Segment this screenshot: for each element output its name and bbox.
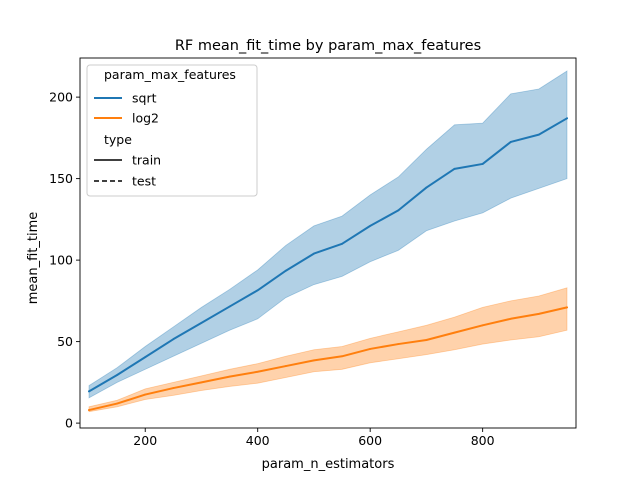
data-point-sqrt: [256, 289, 259, 292]
data-point-log2: [313, 359, 315, 362]
x-tick-label: 400: [246, 433, 270, 448]
y-axis-label: mean_fit_time: [26, 212, 41, 305]
data-point-log2: [88, 409, 90, 411]
chart-title: RF mean_fit_time by param_max_features: [175, 38, 481, 54]
data-point-log2: [172, 387, 175, 389]
data-point-sqrt: [537, 133, 540, 136]
data-point-sqrt: [144, 356, 147, 358]
series-line-sqrt: [87, 117, 569, 393]
data-point-sqrt: [397, 209, 400, 212]
y-tick-label: 200: [49, 90, 73, 105]
legend-label-train: train: [132, 153, 161, 168]
confidence-band-sqrt: [88, 70, 568, 399]
x-tick-label: 800: [471, 433, 495, 448]
data-point-log2: [509, 317, 512, 320]
legend-label-sqrt: sqrt: [132, 91, 157, 106]
data-point-sqrt: [453, 167, 456, 170]
data-point-sqrt: [481, 163, 484, 165]
data-point-log2: [284, 365, 287, 367]
data-point-sqrt: [88, 390, 90, 393]
data-point-sqrt: [509, 141, 512, 143]
x-axis-label: param_n_estimators: [262, 457, 395, 472]
data-point-log2: [481, 324, 484, 327]
y-tick-label: 150: [49, 171, 73, 186]
data-point-log2: [369, 348, 372, 350]
data-point-sqrt: [341, 242, 343, 245]
axes: 200 400 600 800 0 50 100 150 200: [49, 57, 577, 448]
data-point-log2: [116, 402, 119, 405]
data-point-sqrt: [116, 374, 119, 376]
data-point-log2: [453, 331, 456, 334]
x-tick-label: 200: [133, 433, 157, 448]
y-tick-label: 100: [49, 253, 73, 268]
legend-hue-title: param_max_features: [104, 67, 236, 82]
legend-style-title: type: [104, 132, 132, 147]
data-point-sqrt: [228, 305, 231, 308]
data-point-log2: [566, 306, 568, 309]
axes-frame: [79, 57, 577, 429]
y-tick-label: 0: [65, 416, 73, 431]
data-point-log2: [144, 393, 147, 396]
data-point-sqrt: [369, 224, 372, 227]
data-point-log2: [537, 313, 540, 315]
data-point-sqrt: [172, 338, 175, 341]
x-tick-label: 600: [358, 433, 382, 448]
data-point-sqrt: [284, 269, 287, 272]
data-point-log2: [228, 375, 231, 378]
data-point-log2: [256, 370, 259, 373]
data-point-sqrt: [200, 321, 203, 324]
legend-box: [86, 64, 258, 197]
data-point-log2: [425, 339, 428, 341]
legend-label-test: test: [132, 174, 156, 189]
data-point-log2: [341, 355, 343, 358]
data-point-sqrt: [566, 117, 568, 120]
data-point-log2: [200, 381, 203, 384]
data-point-sqrt: [425, 186, 428, 189]
legend-label-log2: log2: [132, 111, 159, 126]
data-point-log2: [397, 343, 400, 345]
data-point-sqrt: [313, 252, 315, 255]
y-tick-label: 50: [57, 334, 73, 349]
plot-area: [87, 70, 569, 413]
series-line-log2: [87, 306, 569, 412]
